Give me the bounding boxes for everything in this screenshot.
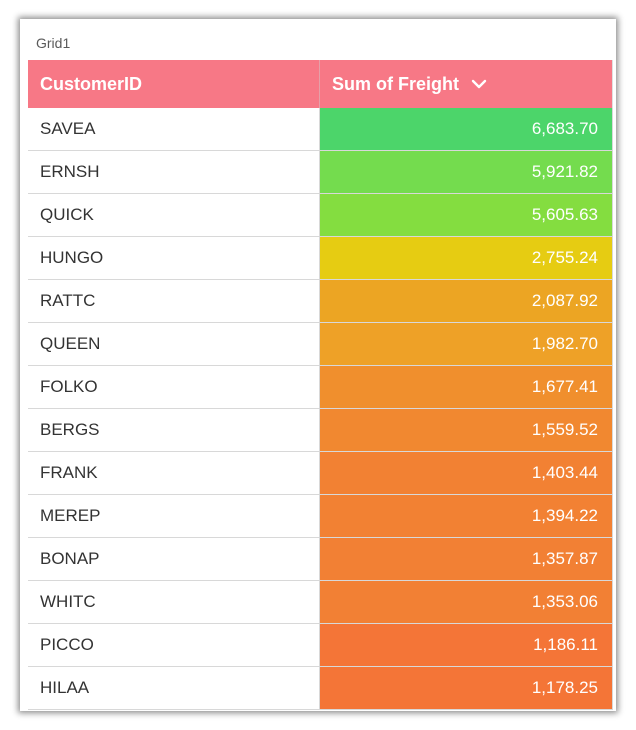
cell-customer-id[interactable]: PICCO xyxy=(28,624,320,666)
cell-sum-of-freight[interactable]: 2,755.24 xyxy=(320,237,613,279)
table-row[interactable]: SAVEA 6,683.70 xyxy=(28,108,613,151)
cell-sum-of-freight[interactable]: 5,605.63 xyxy=(320,194,613,236)
cell-sum-of-freight[interactable]: 6,683.70 xyxy=(320,108,613,150)
cell-customer-id[interactable]: QUEEN xyxy=(28,323,320,365)
cell-sum-of-freight[interactable]: 1,353.06 xyxy=(320,581,613,623)
table-row[interactable]: WHITC 1,353.06 xyxy=(28,581,613,624)
table-row[interactable]: BONAP 1,357.87 xyxy=(28,538,613,581)
cell-customer-id[interactable]: WHITC xyxy=(28,581,320,623)
column-header-customerid[interactable]: CustomerID xyxy=(28,60,320,108)
table-row[interactable]: ERNSH 5,921.82 xyxy=(28,151,613,194)
cell-sum-of-freight[interactable]: 1,559.52 xyxy=(320,409,613,451)
cell-sum-of-freight[interactable]: 1,982.70 xyxy=(320,323,613,365)
table-row[interactable]: FRANK 1,403.44 xyxy=(28,452,613,495)
cell-customer-id[interactable]: FOLKO xyxy=(28,366,320,408)
cell-sum-of-freight[interactable]: 1,403.44 xyxy=(320,452,613,494)
grid-header: CustomerID Sum of Freight xyxy=(28,60,613,108)
table-row[interactable]: HUNGO 2,755.24 xyxy=(28,237,613,280)
cell-customer-id[interactable]: QUICK xyxy=(28,194,320,236)
cell-sum-of-freight[interactable]: 5,921.82 xyxy=(320,151,613,193)
table-row[interactable]: QUICK 5,605.63 xyxy=(28,194,613,237)
cell-customer-id[interactable]: BONAP xyxy=(28,538,320,580)
grid-panel: Grid1 CustomerID Sum of Freight SAVEA 6,6… xyxy=(20,19,616,711)
cell-customer-id[interactable]: RATTC xyxy=(28,280,320,322)
cell-customer-id[interactable]: SAVEA xyxy=(28,108,320,150)
grid-title: Grid1 xyxy=(36,35,71,51)
column-header-sum-of-freight[interactable]: Sum of Freight xyxy=(320,60,612,108)
cell-customer-id[interactable]: HILAA xyxy=(28,667,320,709)
column-header-customerid-label: CustomerID xyxy=(40,73,143,94)
table-row[interactable]: QUEEN 1,982.70 xyxy=(28,323,613,366)
cell-customer-id[interactable]: BERGS xyxy=(28,409,320,451)
grid-body: SAVEA 6,683.70 ERNSH 5,921.82 QUICK 5,605.63 H… xyxy=(28,108,613,710)
cell-customer-id[interactable]: HUNGO xyxy=(28,237,320,279)
column-header-sum-of-freight-label: Sum of Freight xyxy=(332,73,459,94)
cell-customer-id[interactable]: FRANK xyxy=(28,452,320,494)
table-row[interactable]: FOLKO 1,677.41 xyxy=(28,366,613,409)
cell-sum-of-freight[interactable]: 1,357.87 xyxy=(320,538,613,580)
cell-customer-id[interactable]: MEREP xyxy=(28,495,320,537)
table-row[interactable]: MEREP 1,394.22 xyxy=(28,495,613,538)
chevron-down-icon[interactable] xyxy=(471,76,487,92)
cell-sum-of-freight[interactable]: 1,186.11 xyxy=(320,624,613,666)
pivot-grid: CustomerID Sum of Freight SAVEA 6,683.70 E… xyxy=(28,60,613,710)
cell-sum-of-freight[interactable]: 2,087.92 xyxy=(320,280,613,322)
table-row[interactable]: PICCO 1,186.11 xyxy=(28,624,613,667)
cell-sum-of-freight[interactable]: 1,677.41 xyxy=(320,366,613,408)
cell-customer-id[interactable]: ERNSH xyxy=(28,151,320,193)
cell-sum-of-freight[interactable]: 1,178.25 xyxy=(320,667,613,709)
table-row[interactable]: BERGS 1,559.52 xyxy=(28,409,613,452)
table-row[interactable]: RATTC 2,087.92 xyxy=(28,280,613,323)
table-row[interactable]: HILAA 1,178.25 xyxy=(28,667,613,710)
cell-sum-of-freight[interactable]: 1,394.22 xyxy=(320,495,613,537)
